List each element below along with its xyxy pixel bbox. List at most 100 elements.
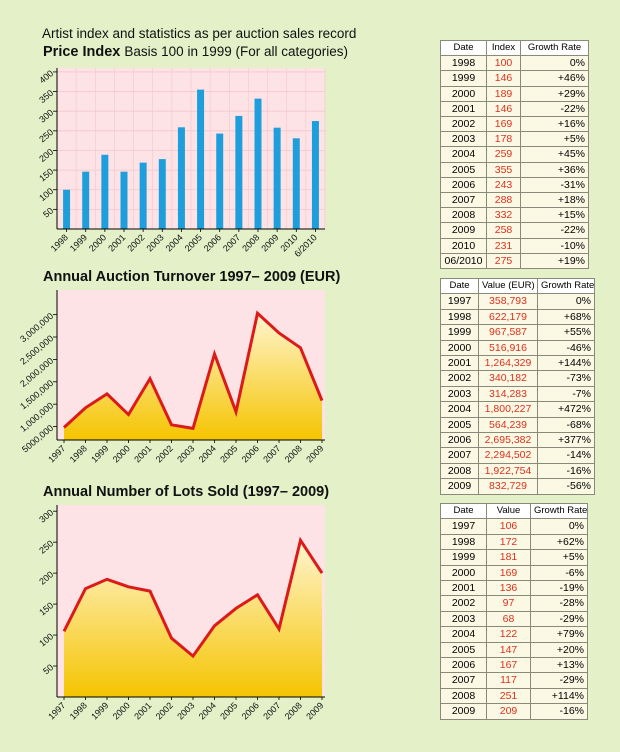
table-cell: +472%	[537, 401, 595, 418]
bar	[311, 121, 319, 229]
table-header: Value (EUR)	[478, 277, 538, 295]
table-cell: 2009	[440, 478, 479, 495]
x-tick-label: 2004	[197, 700, 218, 721]
table-header: Growth Rate	[520, 39, 589, 57]
table-cell: -16%	[537, 462, 595, 480]
table-cell: 2003	[440, 385, 479, 403]
table-cell: 2007	[440, 192, 487, 209]
table-cell: +114%	[530, 687, 588, 705]
table-cell: 2007	[440, 447, 479, 464]
table-cell: 251	[486, 687, 531, 705]
x-tick-label: 2007	[221, 232, 242, 253]
table-cell: 288	[486, 192, 521, 209]
table-cell: 2007	[440, 672, 487, 689]
table-cell: 68	[486, 610, 531, 628]
table-cell: 2010	[440, 237, 487, 254]
x-tick-label: 2007	[261, 443, 282, 464]
table-cell: -16%	[530, 703, 588, 720]
x-tick-label: 2005	[218, 443, 239, 464]
x-tick-label: 2000	[87, 232, 108, 253]
y-tick-label: 150	[37, 600, 55, 617]
table-cell: +13%	[530, 657, 588, 674]
table-cell: 122	[486, 626, 531, 643]
table-cell: 1998	[440, 533, 487, 551]
table-cell: -31%	[520, 176, 589, 194]
bar	[120, 171, 128, 229]
table-cell: 2008	[440, 207, 487, 224]
table-cell: 2,695,382	[478, 432, 538, 449]
table-cell: 1998	[440, 55, 487, 72]
x-tick-label: 2004	[164, 232, 185, 253]
table-cell: 106	[486, 518, 531, 535]
x-tick-label: 2004	[197, 443, 218, 464]
table-cell: 1997	[440, 293, 479, 310]
table-cell: -19%	[530, 580, 588, 597]
bar	[197, 89, 205, 229]
table-cell: 146	[486, 70, 521, 87]
chart-title-main: Annual Auction Turnover 1997– 2009 (EUR)	[43, 269, 340, 285]
y-tick-label: 200	[37, 147, 55, 164]
x-tick-label: 2009	[304, 700, 325, 721]
table-cell: 0%	[530, 518, 588, 535]
x-tick-label: 1997	[46, 443, 67, 464]
table-cell: +79%	[530, 626, 588, 643]
table-cell: 167	[486, 657, 531, 674]
x-tick-label: 2002	[154, 700, 175, 721]
line	[62, 310, 324, 431]
table-cell: 169	[486, 564, 531, 582]
table-cell: 97	[486, 595, 531, 612]
x-tick-label: 2001	[132, 700, 153, 721]
x-tick-label: 2002	[125, 232, 146, 253]
bar	[82, 171, 90, 229]
x-tick-label: 2006	[240, 443, 261, 464]
table-cell: 2000	[440, 339, 479, 357]
x-tick-label: 2005	[183, 232, 204, 253]
table-header: Growth Rate	[530, 502, 588, 520]
data-table: Date Value (EUR) Growth Rate 1997 358,793 0% 1…	[440, 277, 595, 495]
bar	[254, 98, 262, 229]
table-cell: +68%	[537, 308, 595, 326]
page-heading: Artist index and statistics as per aucti…	[42, 26, 356, 41]
table-cell: -10%	[520, 237, 589, 254]
table-cell: +46%	[520, 70, 589, 87]
table-cell: 340,182	[478, 370, 538, 387]
table-cell: 100	[486, 55, 521, 72]
table-cell: 0%	[520, 55, 589, 72]
table-cell: 967,587	[478, 324, 538, 341]
table-cell: +5%	[530, 549, 588, 566]
table-cell: 2004	[440, 401, 479, 418]
y-tick-label: 50	[41, 662, 55, 676]
table-cell: -22%	[520, 100, 589, 118]
table-cell: 2006	[440, 432, 479, 449]
table-cell: 2005	[440, 416, 479, 434]
x-tick-label: 2006	[202, 232, 223, 253]
table-cell: +20%	[530, 641, 588, 659]
table-cell: 178	[486, 131, 521, 148]
table-header: Growth Rate	[537, 277, 595, 295]
table-cell: 2008	[440, 462, 479, 480]
table-cell: 06/2010	[440, 252, 487, 270]
area-fill	[64, 540, 322, 697]
table-cell: 146	[486, 100, 521, 118]
table-cell: 314,283	[478, 385, 538, 403]
table-cell: 1999	[440, 324, 479, 341]
table-cell: +55%	[537, 324, 595, 341]
x-tick-label: 2009	[259, 232, 280, 253]
table-cell: 189	[486, 85, 521, 102]
table-cell: -28%	[530, 595, 588, 612]
table-header: Index	[486, 39, 521, 57]
table-cell: 2000	[440, 564, 487, 582]
table-cell: +36%	[520, 161, 589, 178]
table-cell: 358,793	[478, 293, 538, 310]
chart-title: Annual Auction Turnover 1997– 2009 (EUR)	[43, 269, 340, 285]
table-cell: +29%	[520, 85, 589, 102]
table-cell: 1998	[440, 308, 479, 326]
x-tick-label: 2001	[106, 232, 127, 253]
table-cell: +62%	[530, 533, 588, 551]
table-cell: 2003	[440, 610, 487, 628]
table-cell: 147	[486, 641, 531, 659]
table-cell: 2005	[440, 641, 487, 659]
table-cell: 564,239	[478, 416, 538, 434]
y-tick-label: 250	[37, 127, 55, 144]
y-tick-label: 300	[37, 107, 55, 124]
